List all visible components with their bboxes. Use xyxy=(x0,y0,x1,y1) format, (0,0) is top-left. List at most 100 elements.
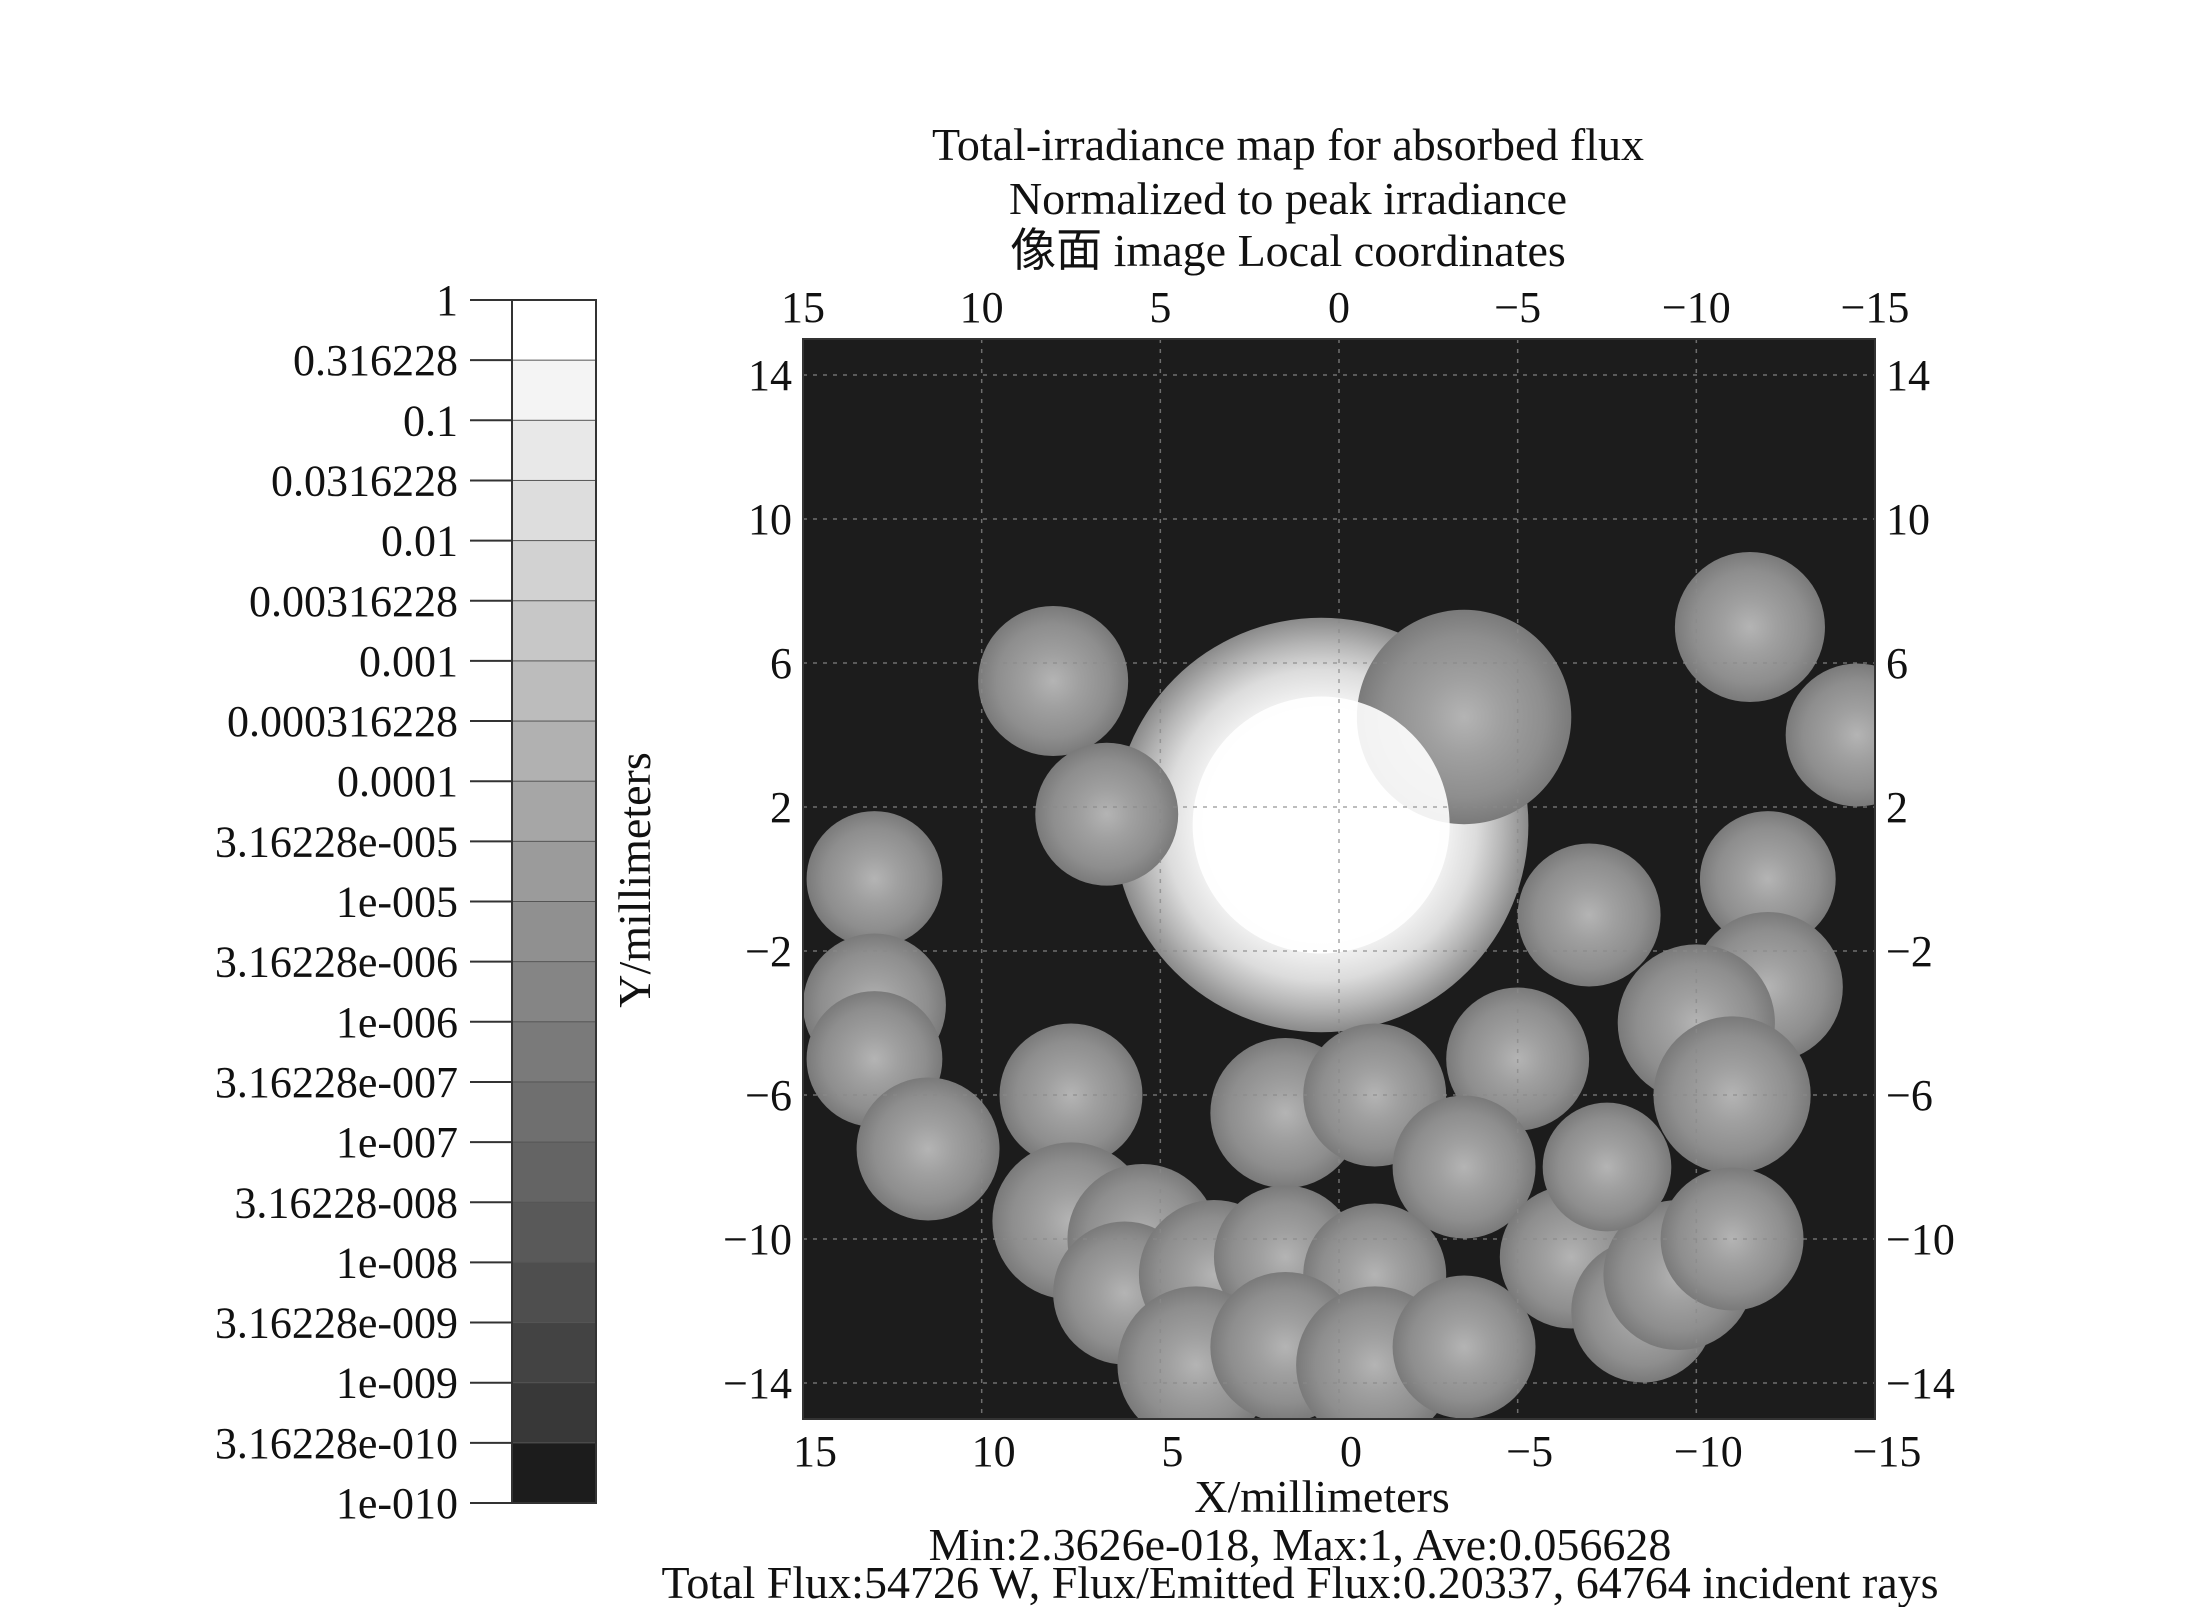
colorbar-label: 3.16228e-005 xyxy=(215,817,458,866)
y-axis-label: Y/millimeters xyxy=(609,752,660,1008)
y-tick-label-right: 10 xyxy=(1886,495,1930,544)
colorbar-segment xyxy=(511,1261,597,1324)
plot-area xyxy=(802,338,1876,1420)
irradiance-spot xyxy=(1542,1102,1672,1232)
y-tick-label-left: 6 xyxy=(770,639,792,688)
colorbar-label: 0.000316228 xyxy=(227,697,458,746)
y-tick-label-left: 14 xyxy=(748,351,792,400)
axis-ticks: 15 15 10 10 5 5 0 0 −5 −5 −10 −10 −15 −15 14 14 10 10 6 6 2 2… xyxy=(723,283,1955,1476)
y-tick-label-right: 6 xyxy=(1886,639,1908,688)
irradiance-spot xyxy=(1699,811,1836,947)
colorbar-segment xyxy=(511,901,597,963)
irradiance-spot xyxy=(1517,843,1661,987)
colorbar-segment xyxy=(511,540,597,602)
irradiance-spot xyxy=(978,605,1129,757)
x-tick-label-top: −10 xyxy=(1662,283,1731,332)
x-tick-label-bottom: 15 xyxy=(793,1427,837,1476)
x-tick-label-top: 10 xyxy=(960,283,1004,332)
colorbar-label: 0.00316228 xyxy=(249,577,458,626)
colorbar-segment xyxy=(511,1382,597,1444)
chart-title-line3: 像面 image Local coordinates xyxy=(1010,225,1566,276)
x-tick-label-top: 5 xyxy=(1149,283,1171,332)
colorbar-label: 1e-010 xyxy=(336,1479,458,1528)
colorbar-label: 0.316228 xyxy=(293,336,458,385)
y-tick-label-left: 10 xyxy=(748,495,792,544)
colorbar-segment xyxy=(511,1081,597,1144)
colorbar-label: 1e-006 xyxy=(336,998,458,1047)
irradiance-spot xyxy=(1674,551,1825,703)
colorbar-label: 1e-007 xyxy=(336,1118,458,1167)
colorbar-segment xyxy=(511,961,597,1023)
y-tick-label-left: −6 xyxy=(745,1071,792,1120)
x-tick-label-bottom: 10 xyxy=(972,1427,1016,1476)
irradiance-spot xyxy=(1035,742,1179,886)
x-tick-label-top: −5 xyxy=(1494,283,1541,332)
y-tick-label-right: −10 xyxy=(1886,1215,1955,1264)
colorbar-segment xyxy=(511,660,597,723)
colorbar-label: 0.01 xyxy=(381,517,458,566)
x-tick-label-bottom: −5 xyxy=(1506,1427,1553,1476)
colorbar-segment xyxy=(511,1322,597,1384)
stats-line2: Total Flux:54726 W, Flux/Emitted Flux:0.… xyxy=(661,1557,1938,1607)
colorbar-label: 3.16228-008 xyxy=(234,1178,458,1227)
colorbar-label: 0.1 xyxy=(403,396,458,445)
chart-title-line1: Total-irradiance map for absorbed flux xyxy=(932,119,1644,170)
irradiance-spot xyxy=(806,811,943,947)
colorbar-label: 3.16228e-009 xyxy=(215,1299,458,1348)
x-axis-label: X/millimeters xyxy=(1194,1471,1450,1522)
colorbar-label: 1e-005 xyxy=(336,878,458,927)
colorbar-segment xyxy=(511,840,597,903)
colorbar-segment xyxy=(511,1021,597,1083)
y-tick-label-right: 14 xyxy=(1886,351,1930,400)
colorbar-label: 1 xyxy=(436,276,458,325)
irradiance-spot xyxy=(1392,1275,1536,1419)
y-tick-label-left: 2 xyxy=(770,783,792,832)
colorbar-label: 0.001 xyxy=(359,637,458,686)
colorbar-segment xyxy=(511,299,597,362)
colorbar-label: 3.16228e-007 xyxy=(215,1058,458,1107)
irradiance-spot xyxy=(1785,663,1875,807)
plot-frame xyxy=(802,338,1876,1420)
x-tick-label-bottom: 5 xyxy=(1161,1427,1183,1476)
colorbar-segment xyxy=(511,720,597,783)
colorbar-label: 1e-008 xyxy=(336,1238,458,1287)
colorbar-segment xyxy=(511,780,597,843)
x-tick-label-bottom: −15 xyxy=(1853,1427,1922,1476)
colorbar-label: 3.16228e-010 xyxy=(215,1419,458,1468)
colorbar-segment xyxy=(511,600,597,662)
x-tick-label-top: 15 xyxy=(781,283,825,332)
x-tick-label-bottom: 0 xyxy=(1340,1427,1362,1476)
colorbar-label: 1e-009 xyxy=(336,1359,458,1408)
irradiance-spot xyxy=(1392,1095,1536,1239)
irradiance-field xyxy=(803,551,1875,1419)
colorbar: 1 0.316228 0.1 0.0316228 0.01 0.00316228 0.001… xyxy=(215,276,597,1528)
colorbar-segment xyxy=(511,1141,597,1204)
stats-line1: Min:2.3626e-018, Max:1, Ave:0.056628 xyxy=(929,1519,1672,1570)
irradiance-spot xyxy=(1653,1016,1811,1174)
chart-title-line2: Normalized to peak irradiance xyxy=(1009,173,1567,224)
peak-core xyxy=(1192,696,1450,954)
y-tick-label-right: −6 xyxy=(1886,1071,1933,1120)
grid-lines xyxy=(803,339,1875,1419)
y-tick-label-right: −2 xyxy=(1886,927,1933,976)
colorbar-label: 0.0316228 xyxy=(271,456,458,505)
irradiance-spot xyxy=(1660,1167,1804,1311)
colorbar-label: 0.0001 xyxy=(337,757,458,806)
y-tick-label-right: −14 xyxy=(1886,1359,1955,1408)
colorbar-segment xyxy=(511,419,597,482)
colorbar-segment xyxy=(511,359,597,422)
colorbar-segment xyxy=(511,479,597,542)
x-tick-label-top: 0 xyxy=(1328,283,1350,332)
colorbar-segment xyxy=(511,1201,597,1264)
y-tick-label-left: −10 xyxy=(723,1215,792,1264)
x-tick-label-top: −15 xyxy=(1841,283,1910,332)
y-tick-label-right: 2 xyxy=(1886,783,1908,832)
y-tick-label-left: −2 xyxy=(745,927,792,976)
irradiance-spot xyxy=(856,1077,1000,1221)
irradiance-spot xyxy=(999,1023,1143,1167)
colorbar-label: 3.16228e-006 xyxy=(215,938,458,987)
y-tick-label-left: −14 xyxy=(723,1359,792,1408)
colorbar-segment xyxy=(511,1442,597,1504)
x-tick-label-bottom: −10 xyxy=(1674,1427,1743,1476)
